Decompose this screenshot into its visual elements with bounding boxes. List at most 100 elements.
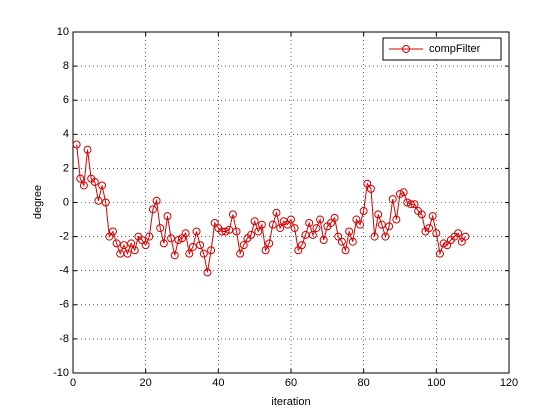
data-point (188, 242, 197, 251)
x-tick-label: 100 (427, 377, 445, 389)
y-tick-label: -10 (53, 367, 69, 379)
y-tick-label: 6 (63, 94, 69, 106)
data-point (287, 215, 295, 224)
data-point (406, 200, 415, 209)
data-point (374, 210, 383, 219)
data-point (141, 241, 150, 250)
x-tick-label: 120 (500, 377, 518, 389)
data-point (123, 249, 132, 258)
data-point (308, 230, 317, 239)
data-point (432, 229, 441, 238)
y-tick-label: 8 (63, 60, 69, 72)
data-point (232, 227, 241, 236)
data-point (181, 229, 190, 238)
data-point (319, 236, 328, 245)
data-point (94, 196, 103, 205)
y-axis-label: degree (32, 185, 44, 219)
data-point (410, 200, 419, 209)
data-point (203, 268, 212, 277)
data-point (239, 241, 248, 250)
data-point (428, 212, 437, 221)
x-tick-label: 60 (285, 377, 297, 389)
data-point (247, 230, 256, 239)
x-tick-label: 80 (358, 377, 370, 389)
data-point (250, 217, 259, 226)
data-point (174, 236, 183, 245)
data-point (119, 241, 128, 250)
data-point (228, 210, 237, 219)
data-point (167, 234, 176, 243)
data-point (435, 249, 444, 258)
data-point (385, 222, 394, 231)
data-point (341, 246, 350, 255)
data-point (439, 239, 448, 248)
y-tick-label: 2 (63, 162, 69, 174)
y-tick-label: -6 (59, 299, 69, 311)
data-point (454, 229, 463, 238)
data-point (297, 241, 306, 250)
data-point (76, 174, 85, 183)
data-point (163, 212, 172, 221)
y-tick-label: -8 (59, 333, 69, 345)
data-point (268, 220, 277, 229)
data-point (127, 239, 136, 248)
data-point (461, 232, 470, 241)
y-tick-label: 10 (57, 26, 69, 38)
data-point (170, 251, 179, 260)
x-tick-label: 0 (70, 377, 76, 389)
data-point (152, 196, 161, 205)
plot-area (73, 32, 509, 373)
data-point (370, 232, 379, 241)
data-point (396, 189, 404, 198)
x-tick-label: 20 (140, 377, 152, 389)
data-point (330, 213, 339, 222)
data-point (207, 246, 216, 255)
data-point (185, 249, 194, 258)
data-point (356, 220, 365, 229)
data-point (417, 210, 426, 219)
y-tick-label: -4 (59, 265, 69, 277)
data-point (112, 239, 121, 248)
data-point (261, 246, 270, 255)
data-point (225, 225, 234, 234)
data-point (145, 232, 154, 241)
data-point (221, 227, 230, 236)
data-point (199, 249, 208, 258)
data-point (196, 241, 205, 250)
data-point (254, 227, 263, 236)
data-point (217, 227, 226, 236)
data-point (388, 195, 397, 204)
data-point (130, 246, 139, 255)
data-point (72, 140, 81, 149)
data-point (392, 215, 401, 224)
legend-marker (402, 45, 410, 53)
data-point (257, 220, 266, 229)
data-point (403, 198, 412, 207)
data-point (265, 239, 274, 248)
data-point (272, 208, 281, 217)
data-point (399, 188, 408, 197)
legend-label: compFilter (429, 43, 481, 55)
y-tick-label: 4 (63, 128, 69, 140)
data-point (90, 178, 99, 187)
y-tick-label: -2 (59, 231, 69, 243)
x-tick-label: 40 (212, 377, 224, 389)
legend-box (382, 37, 502, 61)
data-point (425, 224, 434, 233)
data-point (101, 198, 110, 207)
data-point (79, 181, 88, 190)
data-point (359, 207, 368, 216)
data-point (345, 227, 354, 236)
data-point (312, 224, 321, 233)
data-point (381, 232, 390, 241)
data-point (192, 227, 201, 236)
data-point (108, 227, 117, 236)
data-point (305, 218, 314, 227)
data-point (236, 249, 245, 258)
data-point (366, 184, 375, 193)
data-point (276, 224, 285, 233)
data-point (159, 239, 168, 248)
data-point (148, 205, 157, 214)
data-point (290, 224, 299, 233)
